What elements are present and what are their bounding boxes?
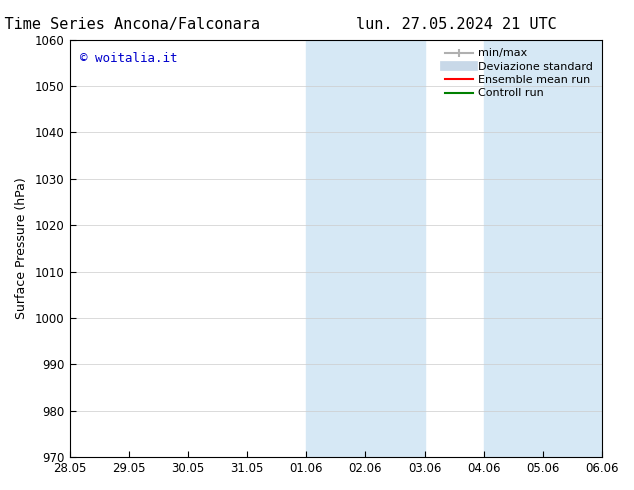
Y-axis label: Surface Pressure (hPa): Surface Pressure (hPa) xyxy=(15,177,28,319)
Text: ENS Time Series Ancona/Falconara: ENS Time Series Ancona/Falconara xyxy=(0,17,260,32)
Text: lun. 27.05.2024 21 UTC: lun. 27.05.2024 21 UTC xyxy=(356,17,557,32)
Bar xyxy=(484,40,602,457)
Bar xyxy=(306,40,425,457)
Text: © woitalia.it: © woitalia.it xyxy=(81,52,178,65)
Legend: min/max, Deviazione standard, Ensemble mean run, Controll run: min/max, Deviazione standard, Ensemble m… xyxy=(442,45,597,102)
